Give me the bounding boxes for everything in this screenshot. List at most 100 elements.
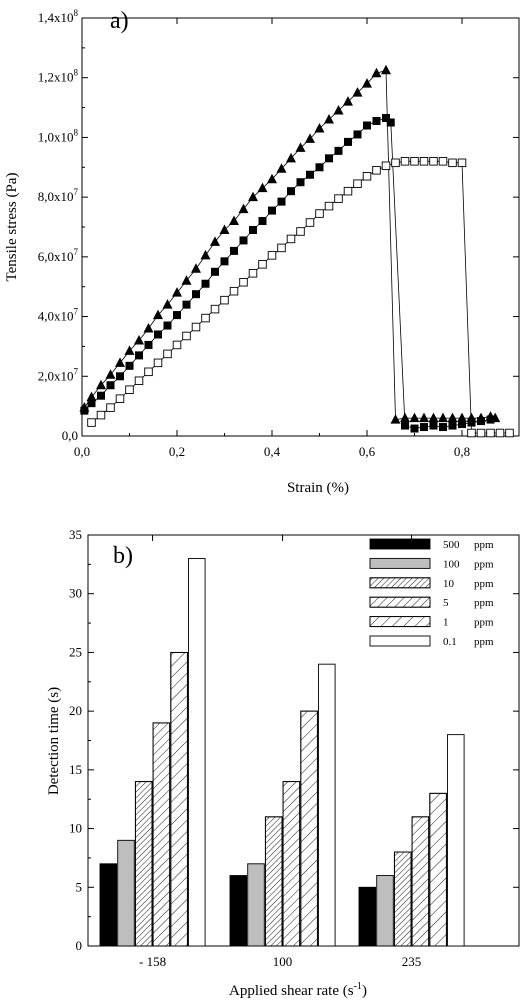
data-point-triangle — [305, 133, 315, 143]
data-point-filled-square — [306, 170, 314, 179]
legend-label: 5 — [443, 597, 449, 609]
data-point-filled-square — [192, 290, 200, 299]
data-point-open-square — [229, 286, 239, 296]
x-tick-label: - 158 — [139, 954, 166, 969]
data-point-filled-square — [173, 311, 181, 320]
data-point-triangle — [134, 334, 144, 345]
data-point-filled-square — [296, 178, 305, 187]
data-point-filled-square — [334, 146, 343, 155]
y-tick-label: 0,0 — [62, 428, 78, 443]
data-point-filled-square — [80, 406, 89, 415]
x-tick-label: 100 — [273, 954, 293, 969]
bar-hatch — [170, 651, 188, 947]
data-point-open-square — [410, 157, 419, 166]
data-point-filled-square — [458, 420, 466, 429]
data-point-open-square — [305, 218, 315, 227]
data-point-open-square — [201, 313, 210, 323]
data-point-open-square — [505, 428, 514, 438]
legend-swatch-hatch — [369, 616, 431, 628]
data-point-filled-square — [353, 130, 362, 139]
data-point-open-square — [429, 157, 438, 166]
data-point-filled-square — [386, 118, 395, 127]
y-axis-title: Tensile stress (Pa) — [4, 173, 20, 282]
data-point-triangle — [419, 412, 429, 423]
y-axis-title: Detection time (s) — [46, 687, 62, 795]
legend-swatch-hatch — [369, 596, 431, 608]
data-point-triangle — [96, 379, 106, 390]
data-point-triangle — [352, 87, 363, 97]
data-point-filled-square — [154, 330, 162, 339]
series-line-filled-triangle — [84, 69, 496, 421]
data-point-filled-square — [249, 225, 257, 234]
bar — [247, 863, 265, 947]
data-point-filled-square — [201, 279, 210, 288]
data-point-open-square — [115, 394, 125, 403]
data-point-triangle — [162, 299, 173, 309]
data-point-filled-square — [230, 246, 238, 255]
x-axis-title: Strain (%) — [287, 480, 349, 496]
y-tick-label: 30 — [69, 586, 82, 601]
tensile-series — [79, 64, 514, 438]
y-tick-label: 35 — [69, 527, 82, 542]
legend-label: 10 — [443, 578, 455, 590]
x-tick-label: 0,6 — [359, 444, 376, 459]
data-point-open-square — [239, 277, 248, 287]
data-point-filled-square — [144, 340, 153, 349]
data-point-triangle — [371, 67, 382, 78]
data-point-open-square — [381, 161, 391, 171]
data-point-triangle — [86, 391, 97, 402]
legend-swatch — [369, 538, 431, 550]
data-point-open-square — [476, 428, 486, 438]
data-point-triangle — [229, 215, 239, 226]
x-tick-label: 235 — [402, 954, 422, 969]
data-point-open-square — [277, 243, 286, 253]
data-point-open-square — [296, 227, 305, 236]
data-point-triangle — [409, 412, 420, 423]
bar — [188, 558, 206, 947]
data-point-open-square — [315, 209, 324, 218]
data-point-open-square — [125, 385, 134, 394]
data-point-open-square — [362, 171, 372, 181]
data-point-open-square — [191, 322, 201, 332]
legend-unit: ppm — [474, 597, 494, 609]
bar — [117, 839, 135, 947]
data-point-filled-square — [486, 415, 495, 424]
bar-hatch — [300, 710, 318, 947]
data-point-triangle — [381, 64, 391, 75]
legend-swatch — [369, 557, 431, 569]
data-point-triangle — [115, 357, 125, 367]
bar — [358, 886, 377, 947]
data-point-filled-square — [97, 391, 105, 400]
data-point-open-square — [220, 295, 229, 305]
data-point-open-square — [438, 157, 448, 166]
data-point-triangle — [267, 173, 277, 184]
legend-swatch — [369, 635, 431, 647]
data-point-filled-square — [401, 421, 409, 430]
y-tick-label: 15 — [69, 762, 82, 777]
legend: 500 ppm 100 ppm 10 ppm 5 ppm 1 ppm 0.1 ppm — [369, 538, 494, 648]
data-point-filled-square — [135, 351, 143, 360]
data-point-triangle — [105, 369, 116, 379]
data-point-filled-square — [410, 424, 419, 433]
data-point-filled-square — [420, 423, 428, 432]
data-point-filled-square — [163, 321, 172, 330]
y-tick-label: 1,0x108 — [38, 127, 79, 144]
data-point-triangle — [276, 163, 287, 173]
legend-unit: ppm — [474, 558, 494, 570]
y-tick-label: 25 — [69, 644, 82, 659]
data-point-triangle — [210, 236, 220, 246]
data-point-open-square — [343, 186, 353, 196]
data-point-filled-square — [315, 163, 324, 172]
data-point-open-square — [495, 428, 505, 438]
data-point-triangle — [248, 191, 258, 202]
x-tick-label: 0,2 — [169, 444, 185, 459]
y-tick-label: 20 — [69, 703, 82, 718]
data-point-open-square — [87, 418, 96, 427]
y-tick-label: 8,0x107 — [38, 187, 79, 204]
data-point-triangle — [257, 182, 268, 193]
panel-label-b: b) — [113, 543, 133, 569]
data-point-filled-square — [87, 399, 96, 408]
